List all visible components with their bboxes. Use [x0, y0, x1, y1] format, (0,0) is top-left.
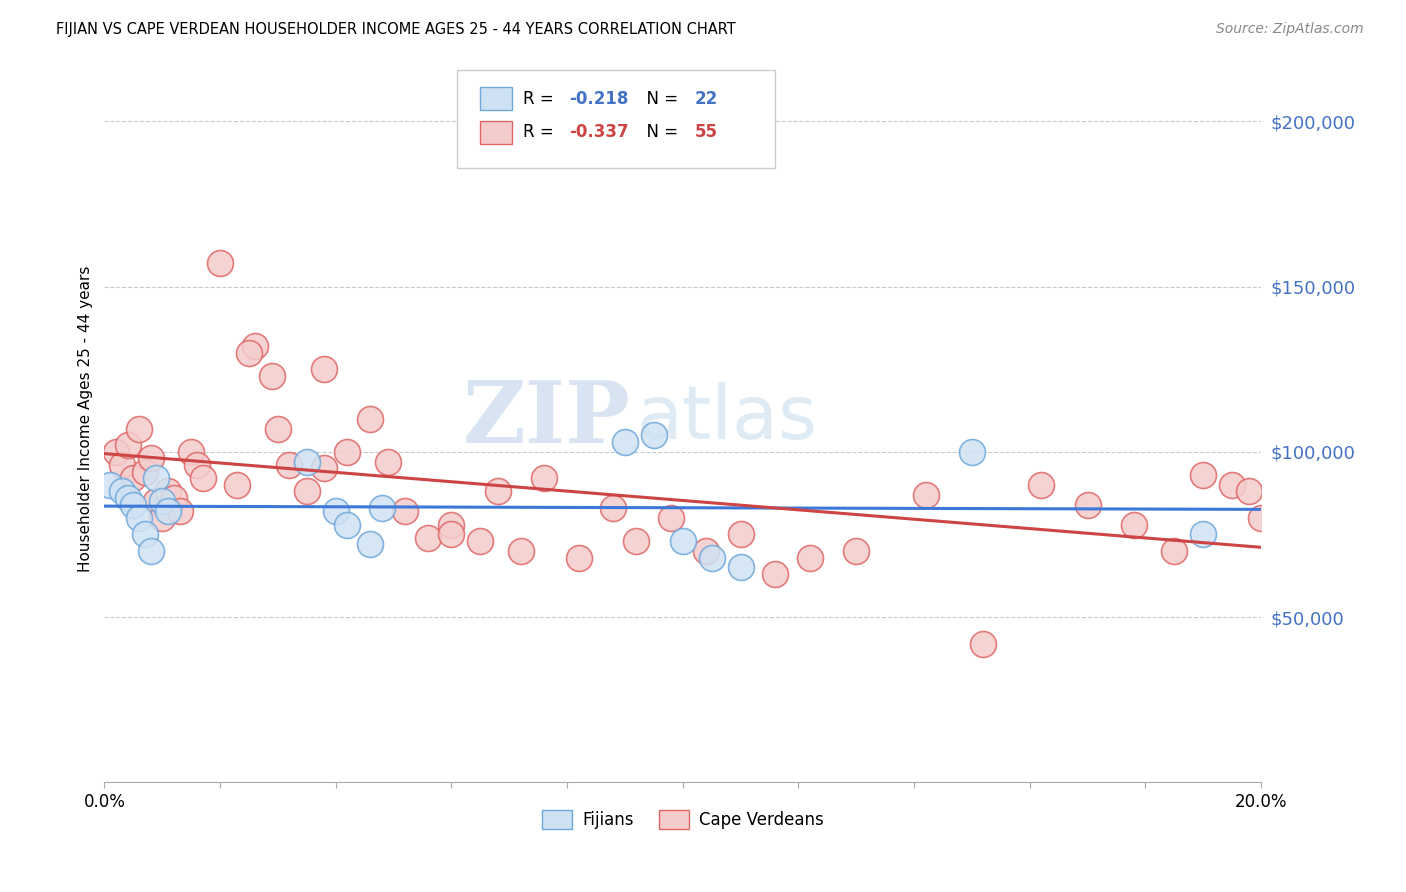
FancyBboxPatch shape [481, 87, 512, 111]
Point [336, 517, 359, 532]
Text: R =: R = [523, 90, 560, 108]
Point [1031, 478, 1053, 492]
Point [730, 527, 752, 541]
Text: N =: N = [637, 90, 683, 108]
Point [845, 544, 868, 558]
FancyBboxPatch shape [457, 70, 775, 168]
Point [226, 478, 249, 492]
Point [1192, 467, 1215, 482]
Point [134, 527, 156, 541]
Point [150, 494, 173, 508]
Point [156, 504, 179, 518]
Point [117, 491, 139, 505]
Point [1122, 517, 1144, 532]
Point [695, 544, 717, 558]
Text: R =: R = [523, 123, 560, 141]
Point [1239, 484, 1261, 499]
Y-axis label: Householder Income Ages 25 - 44 years: Householder Income Ages 25 - 44 years [79, 266, 93, 572]
Point [914, 488, 936, 502]
Point [128, 422, 150, 436]
Point [418, 531, 440, 545]
Point [111, 458, 134, 472]
Point [626, 534, 648, 549]
Point [613, 434, 636, 449]
Text: 55: 55 [695, 123, 717, 141]
Point [359, 411, 381, 425]
Point [122, 471, 145, 485]
Point [763, 567, 786, 582]
Point [700, 550, 723, 565]
Point [111, 484, 134, 499]
Point [643, 428, 665, 442]
Point [470, 534, 492, 549]
Legend: Fijians, Cape Verdeans: Fijians, Cape Verdeans [536, 804, 830, 836]
Point [509, 544, 531, 558]
Point [295, 455, 318, 469]
Text: Source: ZipAtlas.com: Source: ZipAtlas.com [1216, 22, 1364, 37]
Point [145, 471, 167, 485]
Point [1163, 544, 1185, 558]
Text: -0.337: -0.337 [569, 123, 628, 141]
Point [394, 504, 416, 518]
Point [377, 455, 399, 469]
Point [659, 511, 682, 525]
Point [602, 501, 624, 516]
Text: N =: N = [637, 123, 683, 141]
Point [1220, 478, 1243, 492]
Point [359, 537, 381, 551]
Point [799, 550, 821, 565]
Point [104, 445, 127, 459]
FancyBboxPatch shape [481, 120, 512, 144]
Point [169, 504, 191, 518]
Text: -0.218: -0.218 [569, 90, 628, 108]
Text: ZIP: ZIP [463, 376, 631, 461]
Point [145, 494, 167, 508]
Point [186, 458, 208, 472]
Point [191, 471, 214, 485]
Point [117, 438, 139, 452]
Point [150, 511, 173, 525]
Point [262, 368, 284, 383]
Point [672, 534, 695, 549]
Point [486, 484, 509, 499]
Point [267, 422, 290, 436]
Point [295, 484, 318, 499]
Point [243, 339, 266, 353]
Point [314, 461, 336, 475]
Point [98, 478, 121, 492]
Point [533, 471, 555, 485]
Point [128, 511, 150, 525]
Point [134, 465, 156, 479]
Point [972, 636, 994, 650]
Point [568, 550, 591, 565]
Point [1076, 498, 1098, 512]
Point [336, 445, 359, 459]
Point [163, 491, 186, 505]
Point [180, 445, 202, 459]
Point [325, 504, 347, 518]
Point [278, 458, 301, 472]
Point [314, 362, 336, 376]
Point [139, 451, 162, 466]
Point [156, 484, 179, 499]
Text: atlas: atlas [637, 383, 817, 455]
Point [139, 544, 162, 558]
Point [371, 501, 394, 516]
Point [209, 256, 232, 270]
Point [122, 498, 145, 512]
Point [440, 527, 463, 541]
Point [238, 345, 260, 359]
Text: FIJIAN VS CAPE VERDEAN HOUSEHOLDER INCOME AGES 25 - 44 YEARS CORRELATION CHART: FIJIAN VS CAPE VERDEAN HOUSEHOLDER INCOM… [56, 22, 735, 37]
Point [730, 560, 752, 574]
Text: 22: 22 [695, 90, 717, 108]
Point [440, 517, 463, 532]
Point [1192, 527, 1215, 541]
Point [960, 445, 983, 459]
Point [1250, 511, 1272, 525]
